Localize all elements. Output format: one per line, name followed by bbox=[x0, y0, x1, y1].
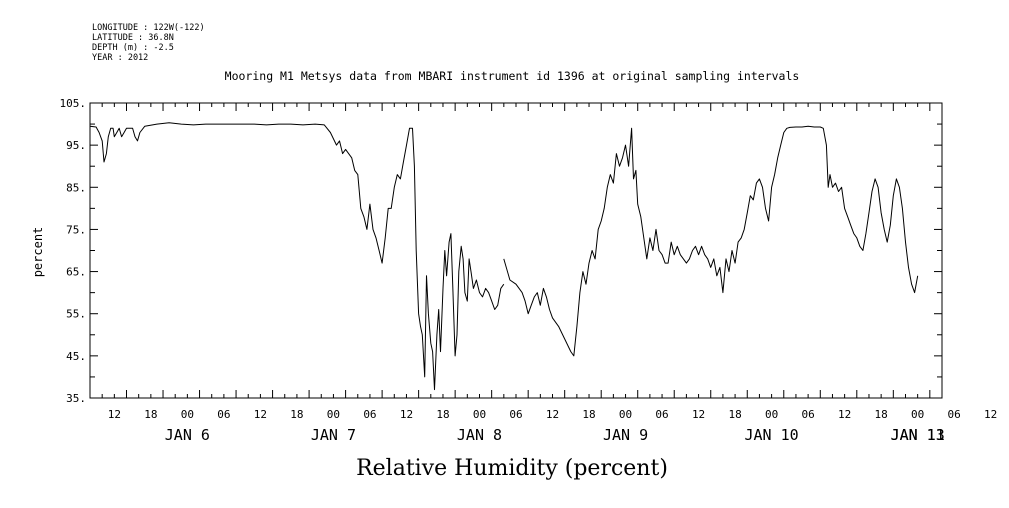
x-hour-label: 18 bbox=[436, 408, 449, 421]
x-hour-label: 00 bbox=[619, 408, 632, 421]
y-tick-label: 105. bbox=[60, 97, 87, 110]
x-hour-label: 06 bbox=[509, 408, 522, 421]
y-tick-label: 45. bbox=[66, 350, 86, 363]
x-hour-label: 18 bbox=[290, 408, 303, 421]
x-hour-label: 00 bbox=[327, 408, 340, 421]
year-label: YEAR : 2012 bbox=[92, 53, 148, 63]
y-tick-label: 65. bbox=[66, 266, 86, 279]
y-tick-label: 85. bbox=[66, 181, 86, 194]
x-axis-label: Relative Humidity (percent) bbox=[356, 456, 668, 481]
x-day-label: JAN 8 bbox=[457, 426, 502, 444]
x-hour-label: 00 bbox=[181, 408, 194, 421]
y-tick-labels: 35. 45. 55. 65. 75. 85. 95. 105. bbox=[60, 97, 87, 405]
x-hour-label: 12 bbox=[984, 408, 997, 421]
axis-ticks bbox=[89, 102, 943, 399]
x-hour-label: 00 bbox=[911, 408, 924, 421]
y-tick-label: 75. bbox=[66, 223, 86, 236]
x-day-label: JAN 7 bbox=[311, 426, 356, 444]
x-hour-label: 06 bbox=[948, 408, 961, 421]
x-hour-label: 18 bbox=[144, 408, 157, 421]
series-line bbox=[89, 122, 505, 391]
latitude-label: LATITUDE : 36.8N bbox=[92, 33, 174, 43]
x-hour-label: 18 bbox=[582, 408, 595, 421]
x-hour-label: 18 bbox=[875, 408, 888, 421]
x-hour-label: 06 bbox=[801, 408, 814, 421]
longitude-label: LONGITUDE : 122W(-122) bbox=[92, 23, 205, 33]
x-day-label: JAN 6 bbox=[165, 426, 210, 444]
x-hour-label: 12 bbox=[108, 408, 121, 421]
depth-label: DEPTH (m) : -2.5 bbox=[92, 43, 174, 53]
x-hour-label: 12 bbox=[400, 408, 413, 421]
y-tick-label: 95. bbox=[66, 139, 86, 152]
x-day-label: JAN 13 bbox=[891, 426, 945, 444]
y-tick-label: 35. bbox=[66, 392, 86, 405]
x-day-label: JAN 10 bbox=[745, 426, 799, 444]
x-hour-label: 06 bbox=[655, 408, 668, 421]
x-hour-label: 12 bbox=[692, 408, 705, 421]
x-hour-label: 00 bbox=[765, 408, 778, 421]
x-hour-label: 00 bbox=[473, 408, 486, 421]
series-group bbox=[89, 122, 919, 391]
plot-frame bbox=[89, 102, 943, 399]
chart-title: Mooring M1 Metsys data from MBARI instru… bbox=[225, 69, 800, 83]
x-hour-label: 12 bbox=[254, 408, 267, 421]
x-hour-label: 12 bbox=[838, 408, 851, 421]
x-hour-label: 06 bbox=[217, 408, 230, 421]
series-line bbox=[503, 125, 919, 357]
x-hour-label: 06 bbox=[363, 408, 376, 421]
y-tick-label: 55. bbox=[66, 308, 86, 321]
x-tick-labels: 12 18 00 06 12 18 00 06 12 18 00 06 12 18 00 06 12 18 00 06… bbox=[108, 408, 998, 444]
y-axis-label: percent bbox=[31, 227, 45, 278]
x-day-label: JAN 9 bbox=[603, 426, 648, 444]
x-hour-label: 18 bbox=[728, 408, 741, 421]
x-hour-label: 12 bbox=[546, 408, 559, 421]
x-day-label: JAN 11 bbox=[891, 426, 945, 444]
